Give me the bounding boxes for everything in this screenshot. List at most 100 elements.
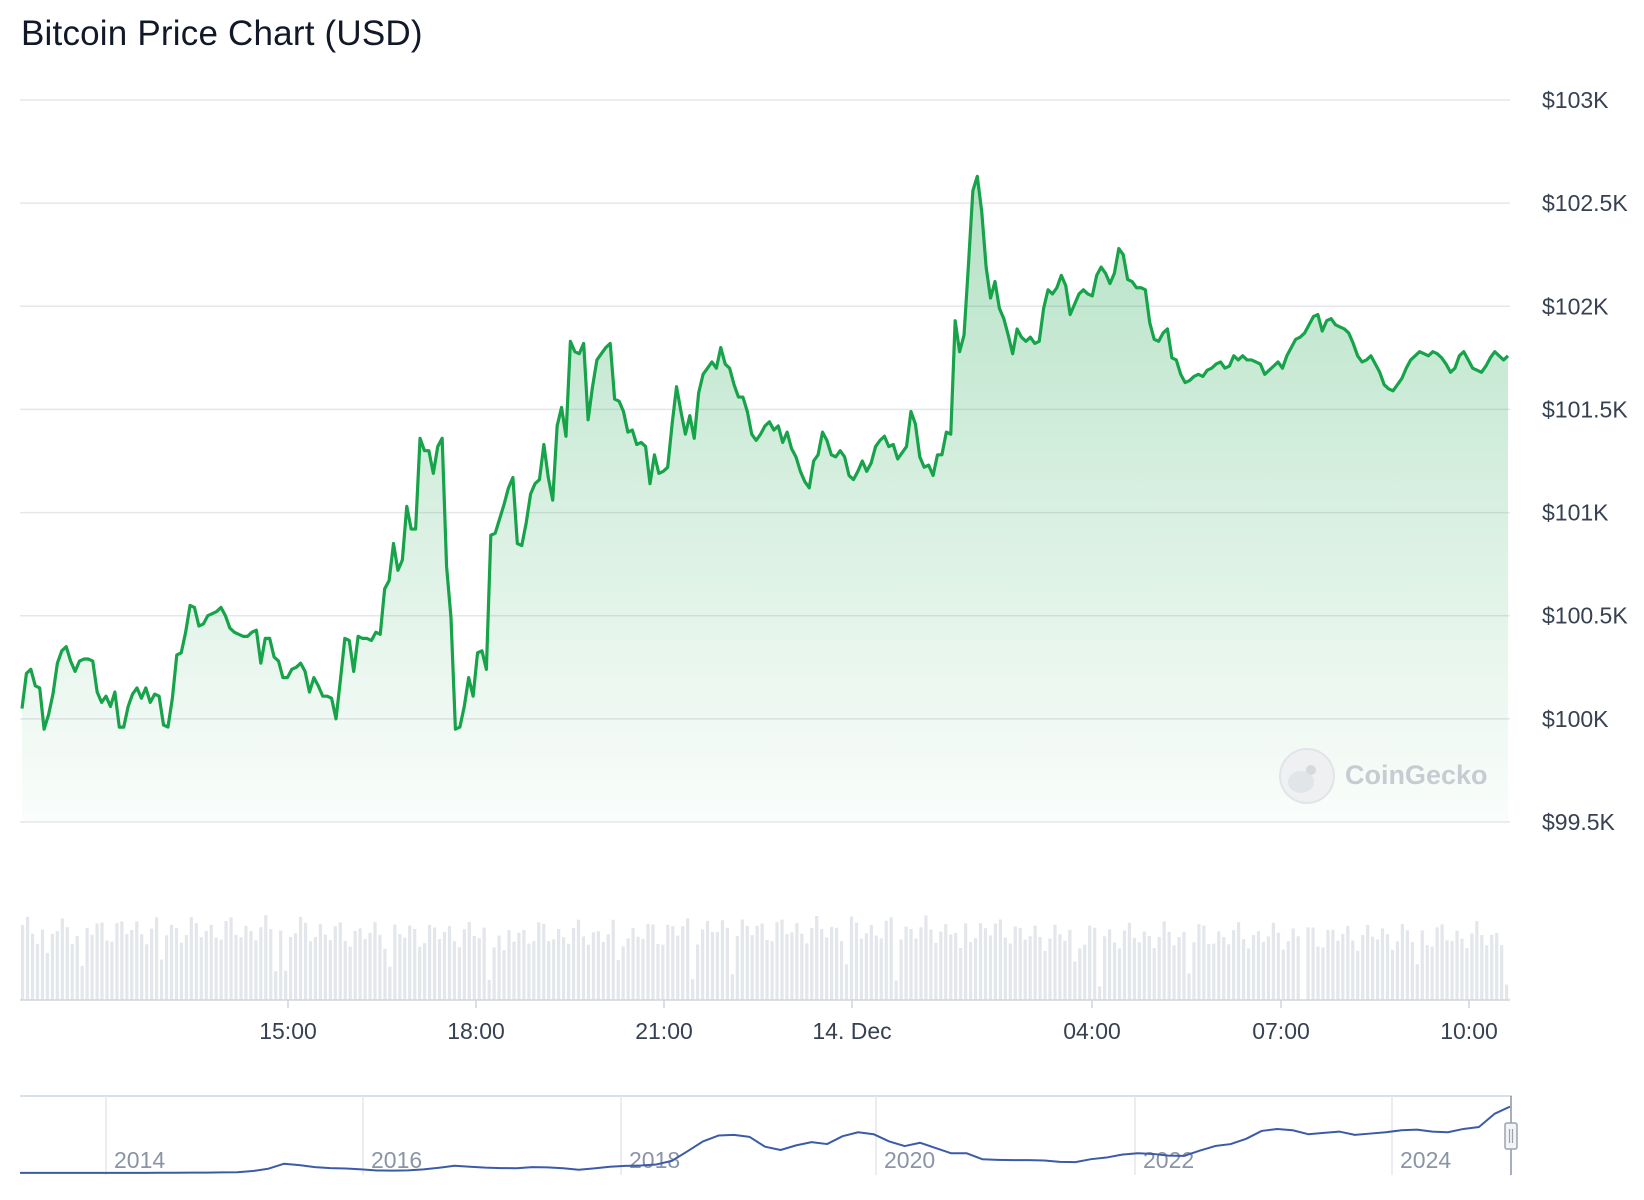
- volume-bar: [859, 938, 863, 1000]
- volume-bar: [313, 937, 318, 1000]
- volume-bar: [586, 944, 591, 1000]
- volume-bar: [323, 934, 327, 1000]
- volume-bar: [447, 926, 452, 1000]
- volume-bar: [1425, 945, 1429, 1000]
- volume-bar: [308, 941, 313, 1000]
- x-tick-label: 04:00: [1063, 1018, 1121, 1044]
- y-tick-label: $99.5K: [1542, 809, 1616, 835]
- navigator: 2014 2016 2018 2020 2022 2024: [20, 1095, 1518, 1175]
- volume-bar: [1435, 927, 1439, 1000]
- y-tick-label: $101K: [1542, 500, 1609, 526]
- volume-bar: [378, 934, 382, 1000]
- volume-bar: [1266, 936, 1270, 1000]
- volume-bar: [472, 936, 476, 1000]
- volume-bar: [1380, 928, 1385, 1000]
- volume-bar: [978, 923, 983, 1000]
- volume-bar: [1256, 931, 1261, 1000]
- volume-bar: [1405, 930, 1409, 1000]
- volume-bar: [869, 925, 873, 1000]
- volume-bar: [482, 927, 486, 1000]
- volume-bar: [641, 938, 645, 1000]
- volume-bar: [1311, 927, 1315, 1000]
- volume-bar: [1147, 936, 1151, 1000]
- volume-bar: [1028, 936, 1032, 1000]
- y-tick-label: $100.5K: [1542, 603, 1628, 629]
- volume-bar: [691, 979, 695, 1000]
- volume-bar: [795, 923, 799, 1000]
- volume-bar: [1063, 940, 1067, 1000]
- price-series: [20, 174, 1510, 731]
- volume-bar: [621, 946, 625, 1000]
- volume-bar: [601, 942, 605, 1000]
- volume-bar: [626, 938, 630, 1000]
- volume-bar: [1331, 929, 1335, 1000]
- volume-bar: [487, 979, 491, 1000]
- volume-bar: [25, 916, 30, 1000]
- price-line[interactable]: [20, 174, 1510, 731]
- volume-bar: [825, 937, 829, 1000]
- volume-bar: [214, 937, 218, 1000]
- volume-bar: [264, 915, 268, 1000]
- volume-bar: [477, 938, 481, 1000]
- volume-bar: [1480, 935, 1484, 1000]
- volume-bar: [1187, 973, 1191, 1000]
- volume-bar: [1470, 933, 1474, 1000]
- volume-bar: [745, 925, 749, 1000]
- volume-bar: [710, 932, 715, 1000]
- volume-bar: [1068, 929, 1072, 1000]
- volume-bar: [40, 929, 45, 1000]
- volume-bar: [874, 935, 878, 1000]
- volume-bar: [393, 924, 397, 1000]
- volume-bar: [1053, 924, 1057, 1000]
- volume-bar: [30, 933, 35, 1000]
- volume-bar: [150, 928, 154, 1000]
- navigator-handle[interactable]: [1504, 1122, 1518, 1150]
- volume-bar: [671, 926, 675, 1000]
- volume-bar: [189, 917, 193, 1000]
- volume-bar: [864, 933, 868, 1000]
- volume-bar: [333, 926, 337, 1000]
- volume-bar: [661, 944, 665, 1000]
- navigator-tick-label: 2020: [884, 1147, 935, 1173]
- volume-bar: [919, 927, 923, 1000]
- volume-bar: [1093, 927, 1097, 1000]
- y-axis: $103K $102.5K $102K $101.5K $101K $100.5K $100…: [1542, 87, 1628, 835]
- volume-bar: [219, 939, 223, 1000]
- volume-bar: [1083, 944, 1087, 1000]
- volume-bar: [1222, 937, 1226, 1000]
- volume-bar: [145, 944, 149, 1000]
- volume-bar: [169, 924, 174, 1000]
- x-tick-label: 18:00: [447, 1018, 505, 1044]
- volume-bar: [328, 940, 332, 1000]
- volume-bar: [1410, 942, 1414, 1000]
- volume-bar: [1172, 945, 1176, 1000]
- volume-bar: [403, 937, 407, 1000]
- volume-bar: [234, 934, 238, 1000]
- volume-bar: [353, 930, 357, 1000]
- volume-bar: [566, 943, 571, 1000]
- volume-bar: [1023, 939, 1027, 1000]
- volume-bar: [1341, 933, 1345, 1000]
- volume-bar: [1415, 964, 1419, 1000]
- navigator-handle-grip[interactable]: [1504, 1122, 1518, 1150]
- volume-bar: [1117, 948, 1122, 1000]
- volume-bar: [904, 926, 908, 1000]
- volume-bar: [854, 922, 859, 1000]
- volume-bar: [834, 927, 839, 1000]
- volume-bar: [274, 971, 278, 1000]
- volume-bar: [611, 919, 615, 1000]
- volume-bar: [244, 925, 248, 1000]
- volume-bar: [1465, 948, 1469, 1000]
- volume-bar: [993, 923, 998, 1000]
- volume-bar: [388, 966, 392, 1000]
- volume-bar: [1505, 984, 1509, 1000]
- volume-bar: [1366, 924, 1370, 1000]
- volume-bar: [849, 916, 854, 1000]
- volume-bar: [1351, 940, 1355, 1000]
- volume-bar: [820, 929, 824, 1000]
- volume-bar: [1390, 949, 1395, 1000]
- volume-bar: [760, 923, 764, 1000]
- volume-bar: [651, 924, 655, 1000]
- volume-bar: [899, 939, 903, 1000]
